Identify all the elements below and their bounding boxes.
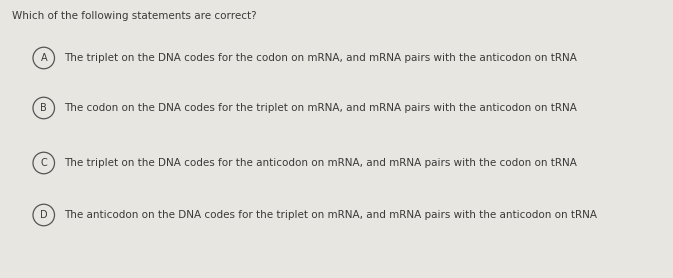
Text: A: A: [40, 53, 47, 63]
Text: C: C: [40, 158, 47, 168]
Text: D: D: [40, 210, 48, 220]
Text: Which of the following statements are correct?: Which of the following statements are co…: [12, 11, 256, 21]
Text: The codon on the DNA codes for the triplet on mRNA, and mRNA pairs with the anti: The codon on the DNA codes for the tripl…: [64, 103, 577, 113]
Text: The anticodon on the DNA codes for the triplet on mRNA, and mRNA pairs with the : The anticodon on the DNA codes for the t…: [64, 210, 597, 220]
Text: The triplet on the DNA codes for the codon on mRNA, and mRNA pairs with the anti: The triplet on the DNA codes for the cod…: [64, 53, 577, 63]
Text: The triplet on the DNA codes for the anticodon on mRNA, and mRNA pairs with the : The triplet on the DNA codes for the ant…: [64, 158, 577, 168]
Text: B: B: [40, 103, 47, 113]
